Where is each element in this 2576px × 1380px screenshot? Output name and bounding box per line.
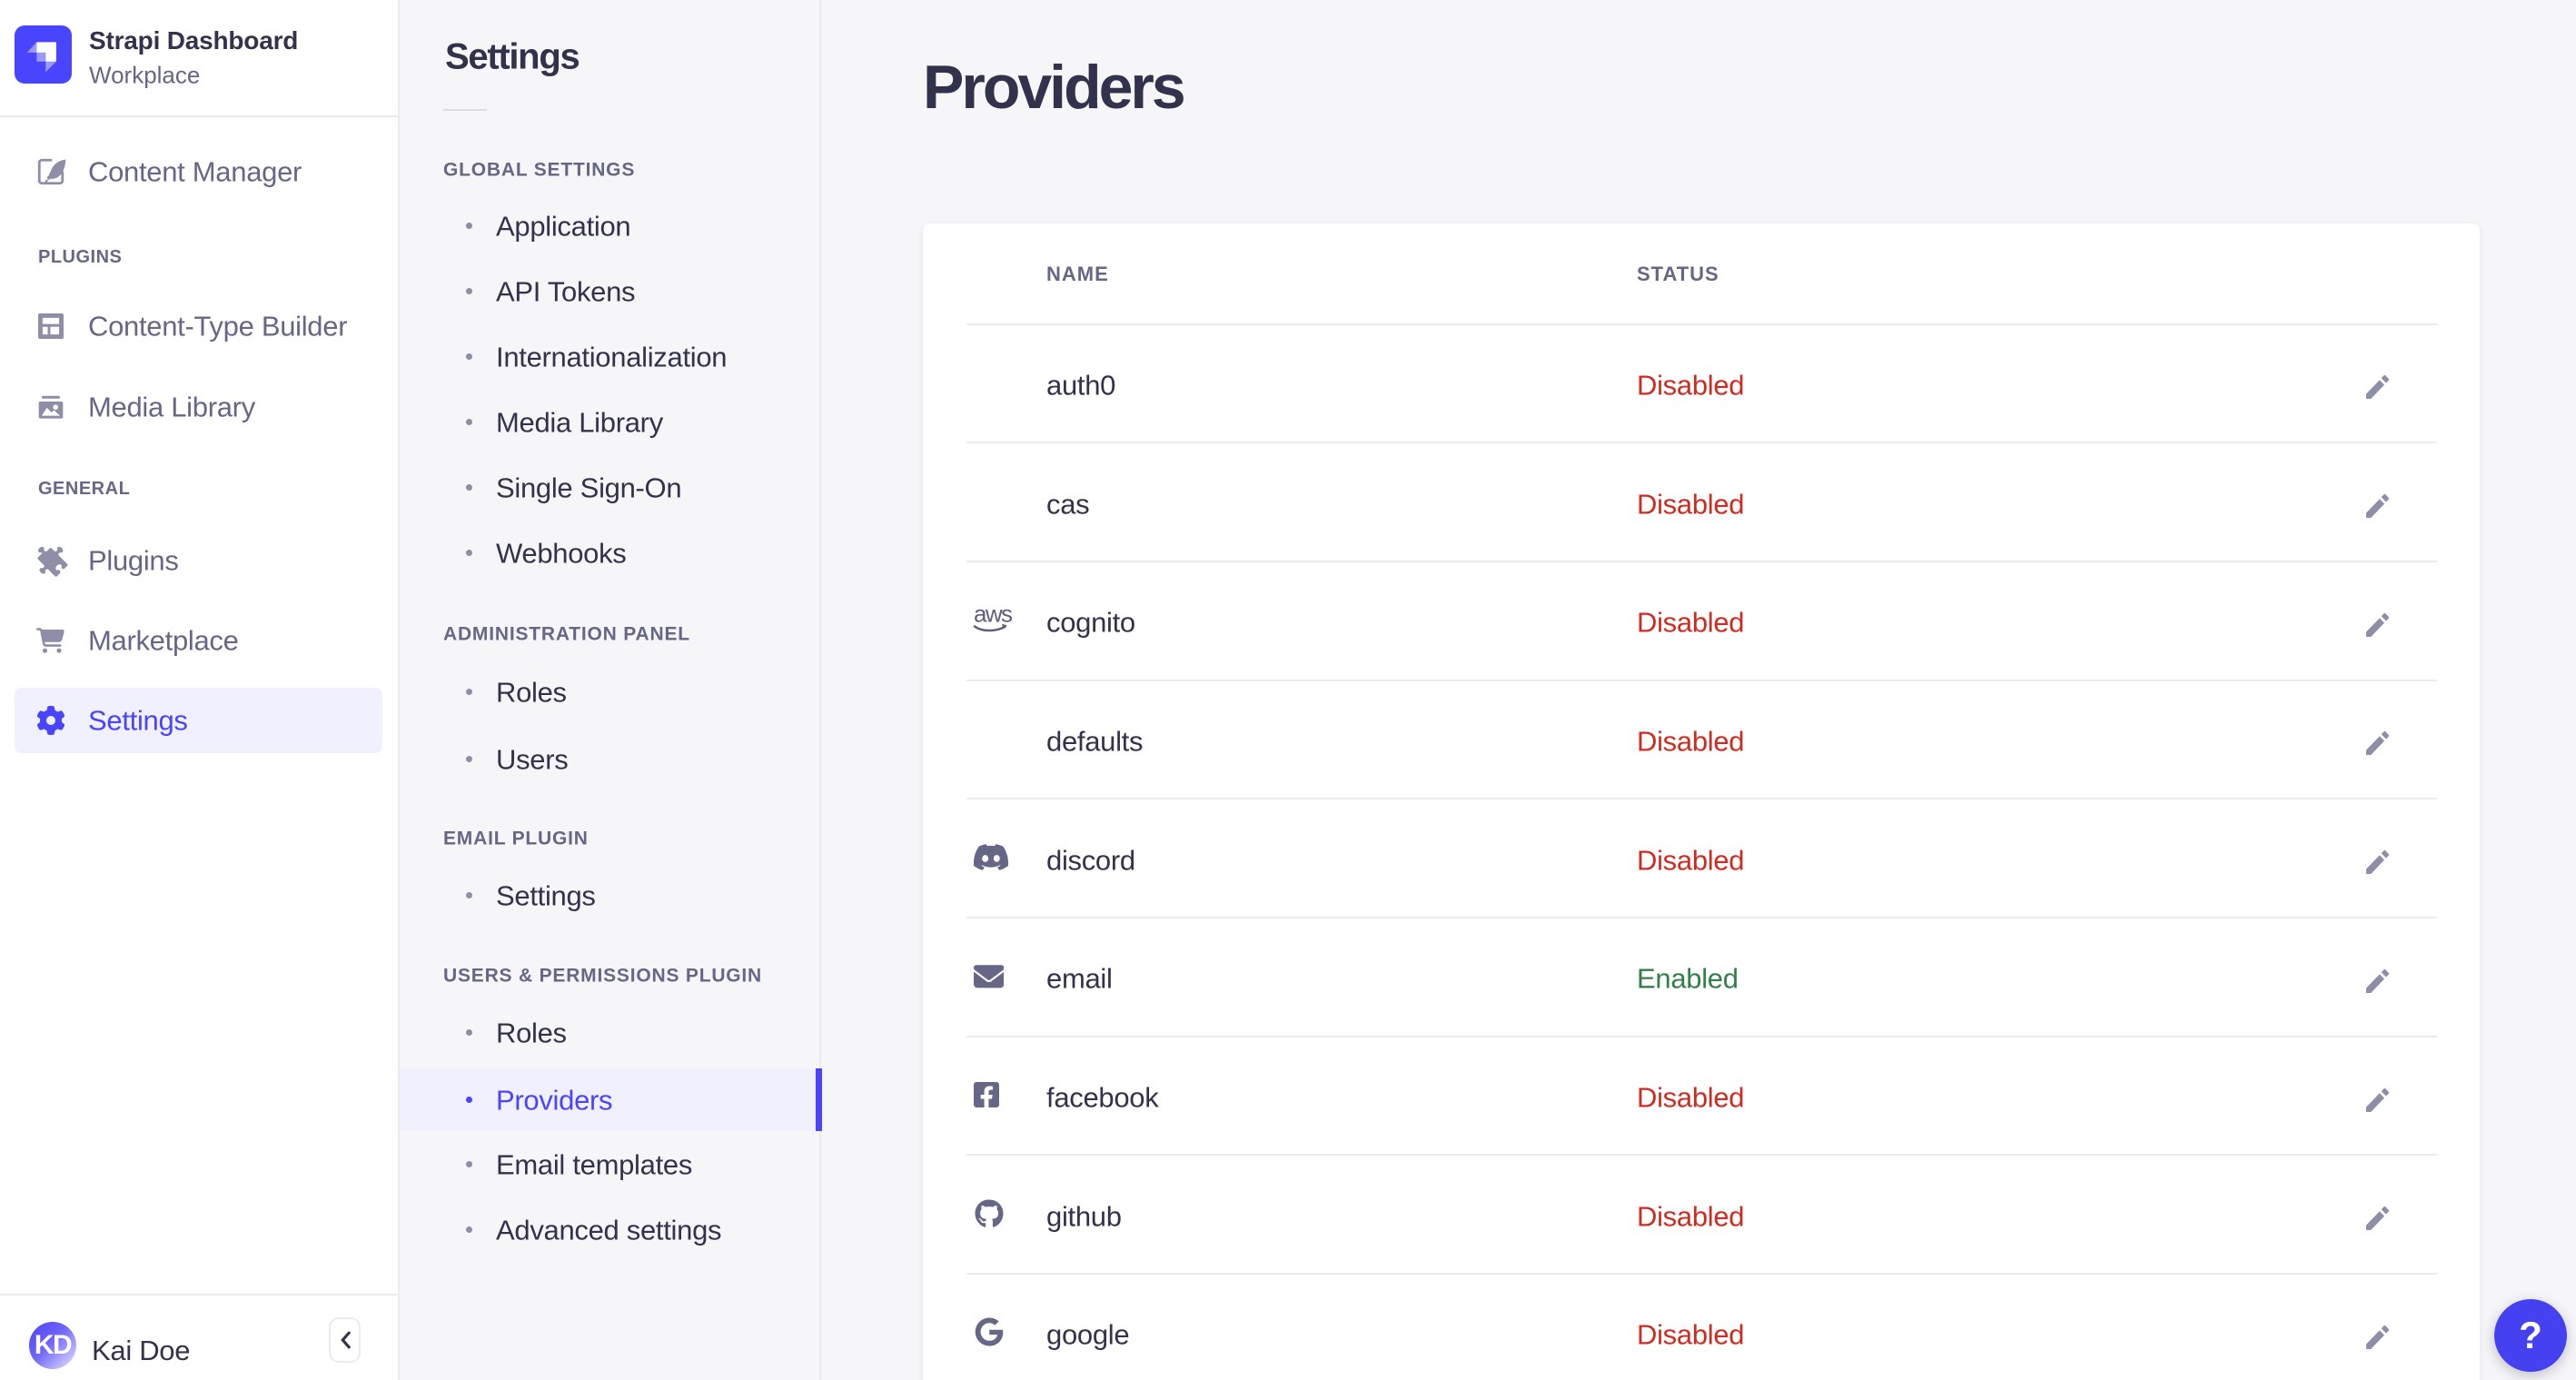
svg-text:aws: aws <box>974 600 1013 627</box>
